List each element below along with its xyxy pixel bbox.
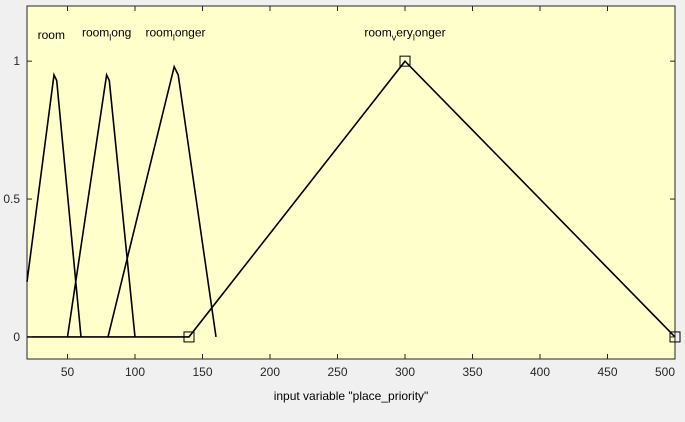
x-tick-label-200: 200 [260,365,280,379]
mf-labels: room roomlong roomlonger roomverylonger [38,25,446,42]
mf-label-room: room [38,28,65,42]
x-tick-label-100: 100 [125,365,145,379]
mf-line-room_longer [107,64,217,338]
x-axis-ticks: 50 100 150 200 250 300 350 400 450 500 [61,6,676,379]
mf-lines [26,59,676,338]
y-tick-label-0.5: 0.5 [3,192,20,206]
mf-label-room_long: roomlong [82,25,131,42]
mf-line-room_long [66,72,136,338]
mf-marker-room_very_longer-0 [183,331,195,343]
mf-label-room_longer: roomlonger [145,25,205,42]
y-tick-label-1: 1 [13,54,20,68]
x-tick-label-300: 300 [395,365,415,379]
y-tick-label-0: 0 [13,330,20,344]
plot-area [26,5,676,360]
x-tick-label-150: 150 [192,365,212,379]
y-axis-ticks: 00.51 [3,54,675,344]
x-tick-label-50: 50 [61,365,75,379]
x-tick-label-450: 450 [597,365,617,379]
x-tick-label-500: 500 [655,365,675,379]
mf-label-room_very_longer: roomverylonger [364,25,445,42]
mf-line-room_very_longer [27,59,676,338]
mf-line-room [26,72,82,337]
mf-markers [183,55,681,343]
x-tick-label-250: 250 [327,365,347,379]
mf-marker-room_very_longer-1 [399,55,411,67]
x-tick-label-400: 400 [530,365,550,379]
x-tick-label-350: 350 [462,365,482,379]
x-axis-label: input variable "place_priority" [274,389,429,403]
